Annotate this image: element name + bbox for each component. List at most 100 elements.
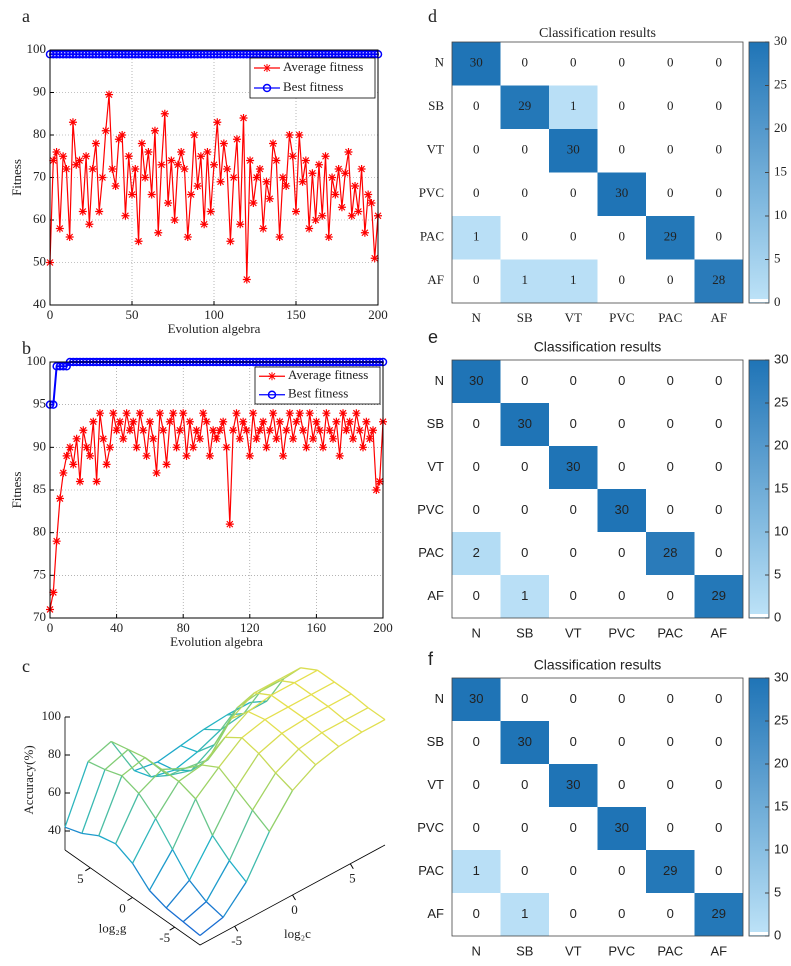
marker-star (365, 434, 374, 443)
colorbar-tick-label: 20 (774, 120, 787, 135)
marker-star (305, 224, 314, 233)
marker-star (322, 409, 331, 418)
marker-star (265, 426, 274, 435)
heat-cell (597, 403, 646, 446)
heat-cell (597, 764, 646, 807)
chart-title: Classification results (539, 26, 656, 41)
colorbar-tick-label: 10 (774, 207, 787, 222)
cell-label: 0 (522, 55, 529, 70)
colorbar-tick-label: 25 (774, 712, 788, 727)
colorbar-tick-label: 25 (774, 394, 788, 409)
cell-label: 0 (667, 820, 674, 835)
marker-star (295, 131, 304, 139)
cell-label: 0 (473, 142, 480, 157)
marker-star (95, 409, 104, 418)
cell-label: 0 (667, 777, 674, 792)
cell-label: 0 (473, 820, 480, 835)
mesh-segment (327, 693, 352, 708)
heat-cell (452, 85, 501, 129)
marker-star (124, 152, 133, 161)
marker-star (52, 537, 61, 546)
marker-star (72, 160, 81, 169)
marker-star (225, 520, 234, 529)
x-tick-label: N (472, 625, 481, 640)
mesh-segment (277, 667, 301, 681)
heat-cell (646, 259, 695, 303)
cell-label: 0 (521, 691, 528, 706)
heat-cell (597, 575, 646, 618)
panel-label: d (428, 6, 437, 26)
marker-star (223, 165, 232, 173)
mesh-segment (294, 669, 318, 684)
cell-label: 0 (667, 185, 674, 200)
marker-star (59, 468, 68, 477)
heat-cell (549, 85, 598, 129)
marker-star (193, 182, 202, 190)
colorbar-tick-label: 5 (774, 566, 781, 581)
mesh-segment (235, 753, 260, 790)
heat-cell (549, 678, 598, 721)
marker-star (59, 152, 68, 161)
mesh-segment (292, 764, 317, 791)
cell-label: 0 (667, 502, 674, 517)
marker-star (75, 156, 84, 165)
mesh-segment (361, 719, 386, 733)
cell-label: 0 (715, 416, 722, 431)
marker-star (252, 173, 261, 182)
heat-cell (452, 893, 501, 936)
mesh-segment (104, 768, 123, 777)
marker-star (232, 409, 241, 418)
mesh-segment (81, 769, 106, 834)
mesh-segment (201, 736, 226, 766)
mesh-segment (104, 748, 129, 771)
y-tick (169, 926, 175, 931)
cell-label: 1 (473, 863, 480, 878)
cell-label: 0 (473, 906, 480, 921)
marker-star (278, 173, 287, 182)
marker-star (362, 417, 371, 426)
x-tick-label: PVC (608, 943, 635, 958)
marker-star (128, 190, 136, 199)
cell-label: 0 (570, 820, 577, 835)
y-tick-label: VT (427, 142, 444, 157)
cell-label: 0 (521, 820, 528, 835)
heat-cell (646, 575, 695, 618)
heat-cell (549, 446, 598, 489)
heat-cell (597, 172, 646, 216)
y-tick-label: 80 (33, 126, 46, 141)
marker-star (328, 173, 337, 182)
y-tick-label: 40 (33, 296, 46, 311)
marker-star (236, 220, 245, 229)
heat-cell (694, 446, 743, 489)
cell-label: 0 (667, 373, 674, 388)
z-axis-label: Accuracy(%) (21, 745, 36, 814)
mesh-segment (161, 768, 180, 782)
heat-cell (597, 216, 646, 260)
marker-star (183, 233, 192, 241)
legend-marker (262, 83, 272, 93)
cell-label: 0 (618, 777, 625, 792)
marker-star (272, 434, 281, 443)
heat-cell (597, 721, 646, 764)
cell-label: 0 (619, 229, 626, 244)
marker-star (372, 486, 381, 494)
x-tick-label: 50 (126, 307, 139, 322)
marker-star (189, 443, 198, 452)
x-tick-label: 200 (368, 307, 388, 322)
cell-label: 0 (570, 373, 577, 388)
marker-star (209, 426, 218, 435)
marker-star (129, 417, 138, 426)
mesh-segment (138, 792, 157, 819)
marker-star (331, 190, 340, 199)
heat-cell (597, 850, 646, 893)
mesh-segment (211, 835, 230, 861)
heat-cell (452, 678, 501, 721)
marker-star (144, 148, 153, 156)
colorbar-tick-label: 0 (774, 609, 781, 624)
cell-label: 0 (473, 588, 480, 603)
cell-label: 0 (473, 185, 480, 200)
mesh-segment (165, 879, 190, 909)
marker-star (137, 139, 146, 148)
